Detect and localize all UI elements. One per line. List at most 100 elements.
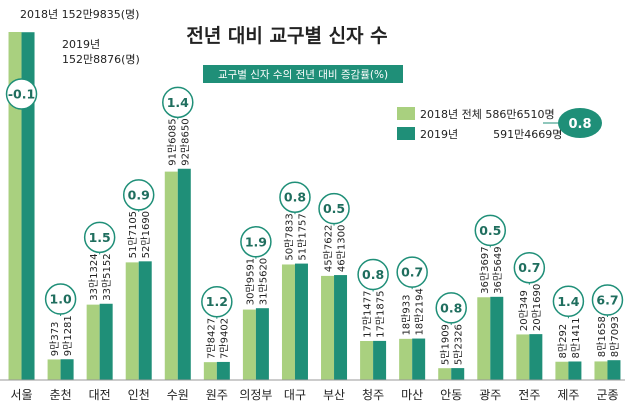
bar-2018-2 (86, 304, 100, 380)
value-label-2019-15: 8만7093 (609, 316, 621, 357)
category-label-14: 제주 (557, 388, 579, 402)
bar-2019-4 (177, 168, 191, 380)
value-label-2018-13: 20만349 (518, 290, 530, 331)
change-value-3: 0.9 (128, 187, 150, 202)
value-label-2018-0: 2018년 152만9835(명) (20, 8, 139, 21)
change-value-9: 0.8 (362, 267, 384, 282)
change-bubble-5 (201, 285, 233, 318)
change-bubble-10 (396, 256, 428, 288)
change-bubble-2 (83, 221, 116, 254)
bar-2019-1 (60, 359, 74, 380)
value-label-2019-9: 17만1875 (375, 291, 387, 338)
value-label-2019-6: 31만5620 (257, 258, 269, 305)
change-value-15: 6.7 (596, 292, 618, 307)
change-bubble-14 (552, 285, 585, 318)
value-label-2019-2: 33만5152 (101, 253, 113, 300)
bar-2018-6 (242, 309, 256, 380)
bar-2019-8 (334, 275, 348, 380)
change-bubble-13 (513, 251, 546, 284)
legend-label-2019: 2019년 591만4669명 (420, 128, 562, 141)
bar-2018-1 (47, 359, 61, 380)
legend-label-2018: 2018년 전체 586만6510명 (420, 108, 555, 121)
change-value-11: 0.8 (440, 300, 462, 315)
bar-2018-11 (438, 368, 452, 380)
value-label-2019-line1-0: 2019년 (62, 38, 100, 51)
value-label-2019-8: 46만1300 (336, 225, 348, 272)
category-label-13: 전주 (518, 388, 540, 402)
bar-2019-14 (568, 361, 582, 380)
value-label-2019-11: 5만2326 (453, 324, 465, 365)
change-value-2: 1.5 (89, 230, 111, 245)
category-label-11: 안동 (440, 388, 462, 402)
category-label-8: 부산 (323, 388, 345, 402)
value-label-2019-14: 8만1411 (570, 317, 582, 358)
category-label-9: 청주 (362, 388, 384, 402)
bar-2018-13 (516, 334, 530, 380)
bar-2019-7 (294, 263, 308, 380)
bar-2018-10 (399, 338, 413, 380)
change-value-7: 0.8 (284, 190, 306, 205)
change-bubble-9 (357, 258, 389, 291)
change-value-5: 1.2 (206, 294, 228, 309)
bar-2019-0 (21, 32, 35, 381)
category-label-5: 원주 (206, 388, 228, 402)
value-label-2019-3: 52만1690 (140, 211, 152, 258)
value-label-2019-4: 92만8650 (179, 118, 191, 165)
chart-title: 전년 대비 교구별 신자 수 (186, 25, 387, 47)
change-bubble-8 (318, 192, 350, 225)
bar-2018-3 (125, 262, 139, 380)
bar-2018-15 (594, 361, 608, 380)
change-value-13: 0.7 (518, 260, 540, 275)
value-label-2018-5: 7만8427 (205, 318, 217, 359)
category-label-15: 군종 (596, 388, 618, 402)
bar-2019-3 (138, 261, 152, 380)
bar-2018-0 (8, 32, 22, 380)
value-label-2018-14: 8만292 (557, 324, 569, 359)
bar-2019-13 (529, 334, 543, 380)
change-bubble-15 (591, 284, 624, 316)
bar-2019-11 (451, 368, 465, 380)
change-bubble-3 (122, 179, 155, 211)
change-value-0: -0.1 (8, 87, 35, 102)
value-label-2018-6: 30만9591 (244, 258, 256, 305)
change-bubble-12 (474, 214, 507, 247)
change-value-12: 0.5 (479, 223, 501, 238)
category-label-1: 춘천 (50, 387, 72, 402)
change-value-6: 1.9 (245, 234, 267, 249)
change-bubble-1 (44, 283, 77, 315)
category-label-3: 인천 (128, 387, 150, 402)
bar-2018-7 (281, 264, 295, 380)
value-label-2019-7: 51만1757 (296, 213, 308, 260)
category-label-0: 서울 (10, 388, 32, 402)
value-label-2018-7: 50만7833 (283, 213, 295, 260)
value-label-2018-1: 9만373 (49, 322, 61, 357)
bar-2019-10 (412, 338, 426, 380)
bar-2019-15 (607, 360, 621, 380)
value-label-2019-5: 7만9402 (218, 318, 230, 359)
value-label-2019-12: 36만5649 (492, 246, 504, 293)
change-bubble-4 (162, 86, 194, 119)
legend-swatch-2018 (397, 107, 415, 120)
legend-swatch-2019 (397, 127, 415, 140)
value-label-2018-11: 5만1909 (440, 324, 452, 365)
category-label-4: 수원 (167, 388, 189, 402)
category-label-6: 의정부 (239, 388, 272, 402)
value-label-2019-13: 20만1690 (531, 284, 543, 331)
value-label-2018-10: 18만933 (401, 295, 413, 336)
bar-2019-5 (216, 361, 230, 380)
change-value-14: 1.4 (557, 294, 579, 309)
value-label-2018-2: 33만1324 (88, 253, 100, 300)
value-label-2019-line2-0: 152만8876(명) (62, 53, 140, 66)
change-bubble-0 (5, 78, 38, 110)
bar-2018-5 (203, 362, 217, 380)
bar-2019-2 (99, 303, 113, 380)
change-bubble-6 (240, 226, 272, 258)
total-change-value: 0.8 (568, 117, 591, 132)
value-label-2019-10: 18만2194 (414, 288, 426, 335)
value-label-2018-8: 45만7622 (323, 225, 335, 272)
total-change-bubble (558, 108, 602, 138)
category-label-7: 대구 (284, 388, 306, 402)
bar-2018-4 (164, 171, 178, 380)
value-label-2019-1: 9만1281 (62, 315, 74, 356)
